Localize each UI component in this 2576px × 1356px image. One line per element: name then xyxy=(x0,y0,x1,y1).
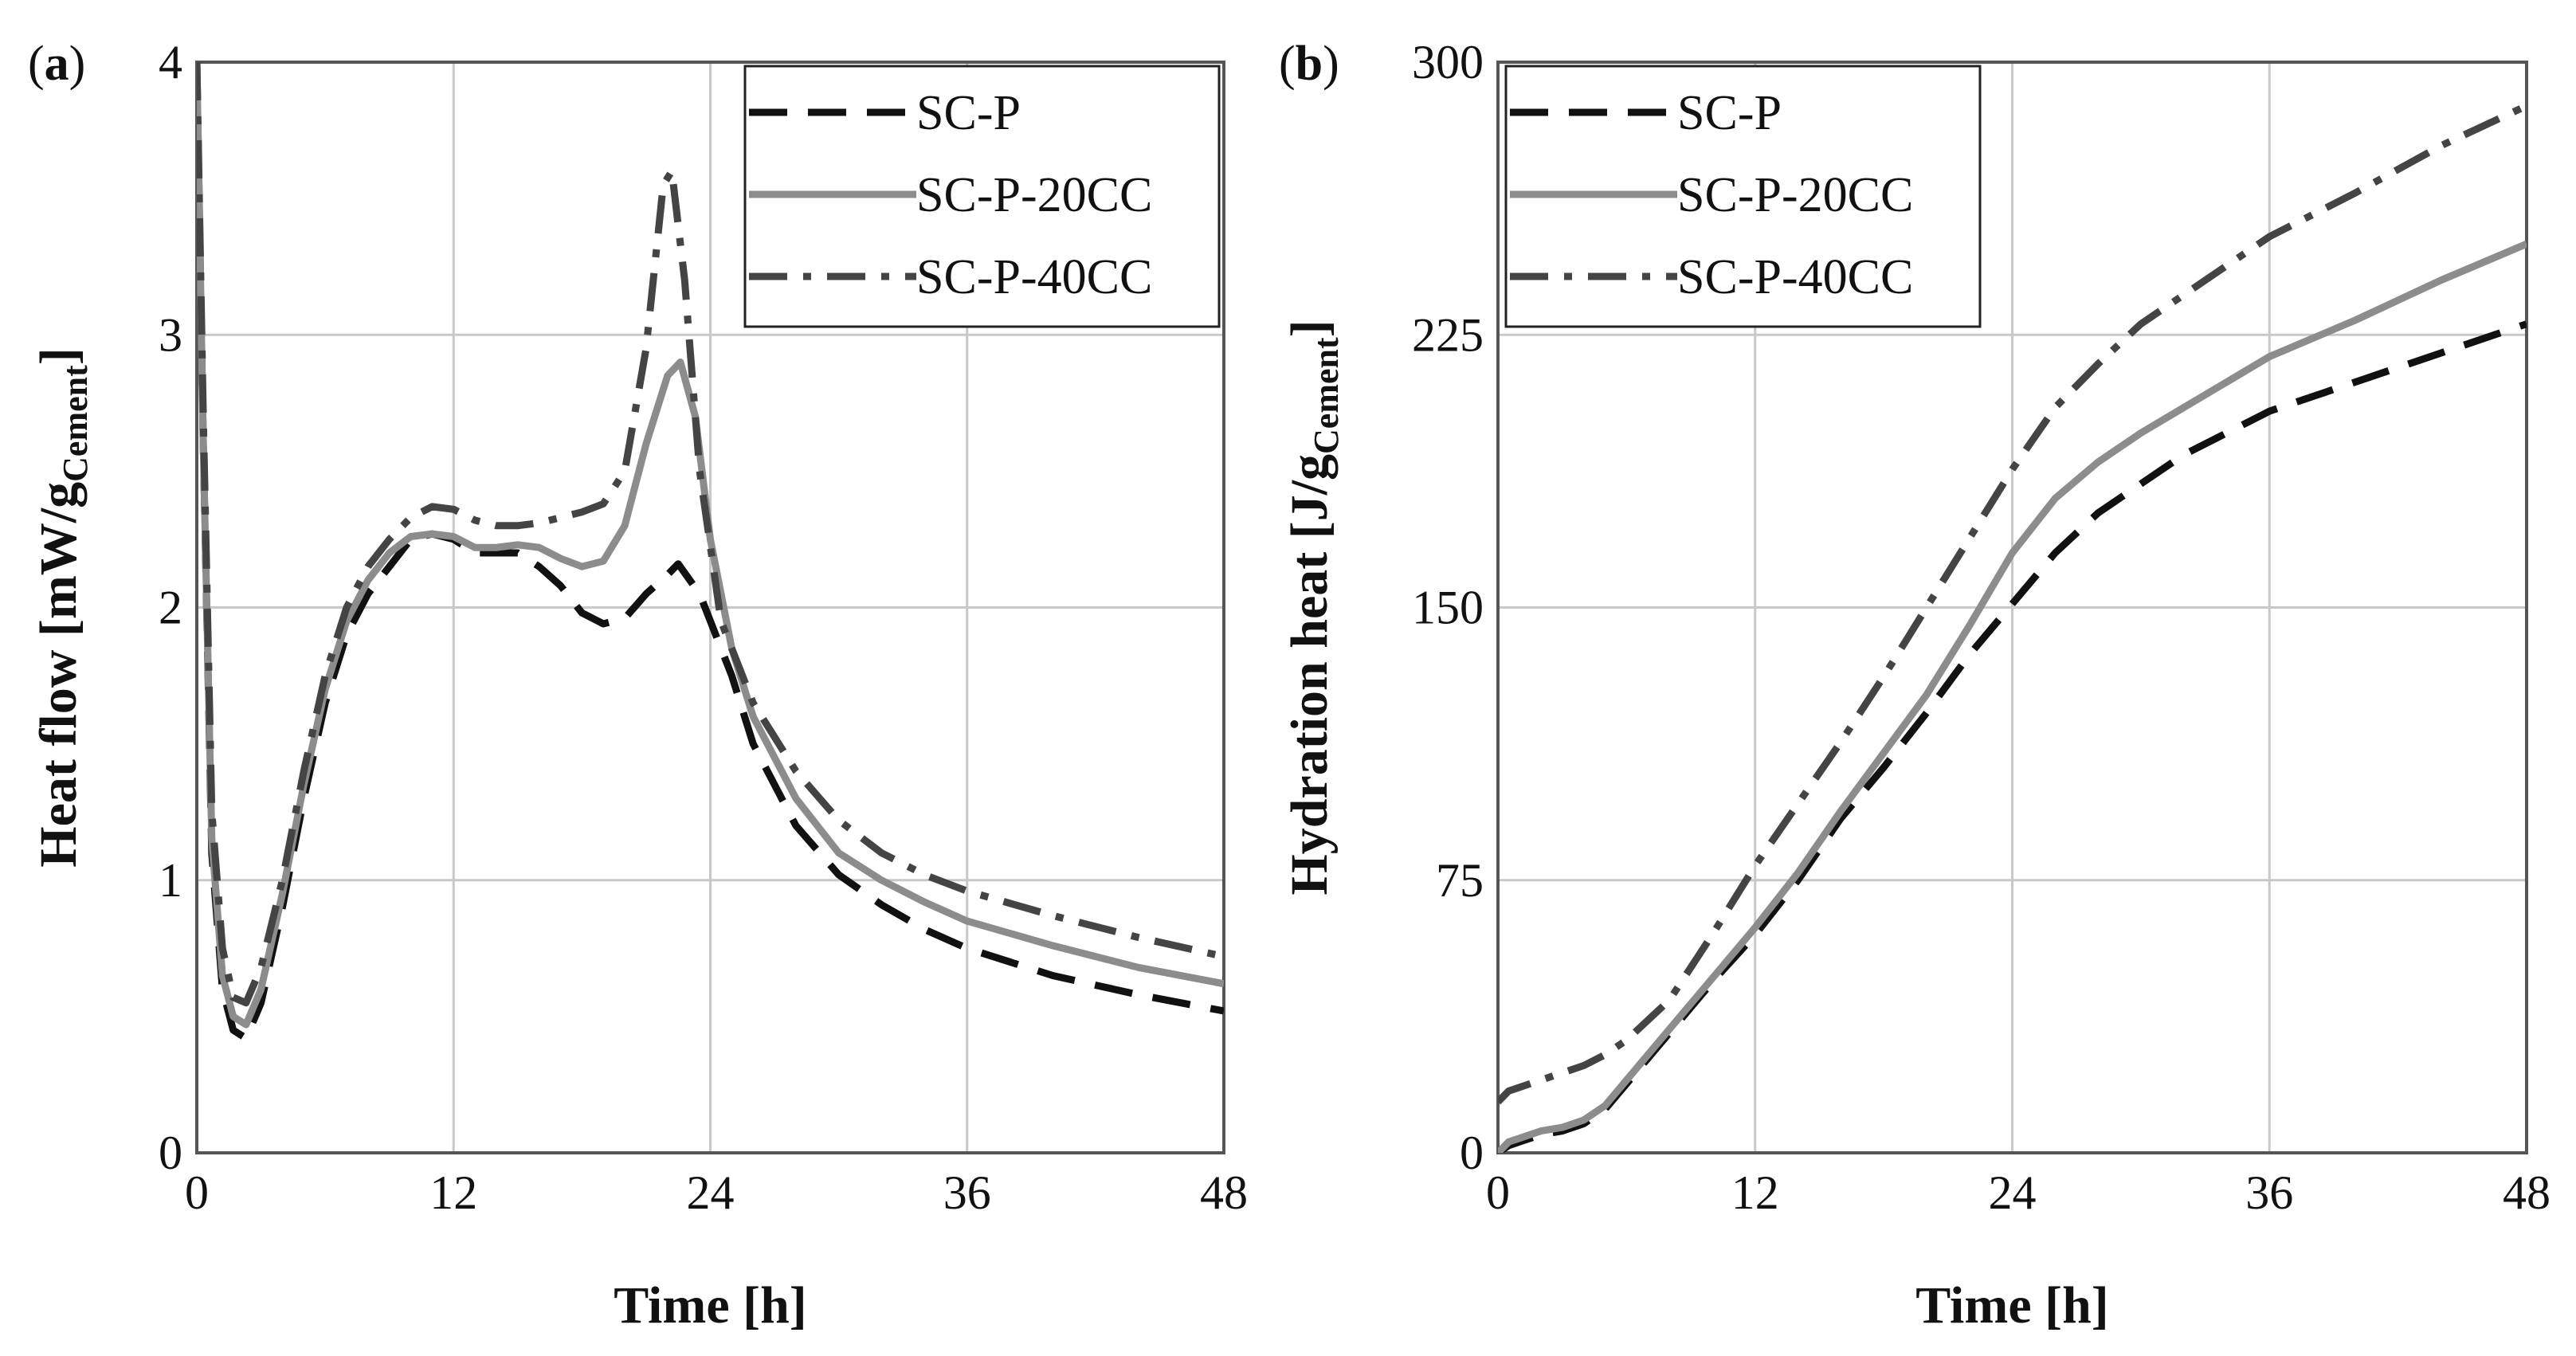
series-line-sc-p-40cc xyxy=(1498,102,2527,1105)
y-axis-title-subscript: Cement xyxy=(1307,337,1346,454)
y-tick-label: 0 xyxy=(1460,1127,1484,1179)
x-tick-label: 0 xyxy=(185,1166,209,1219)
x-tick-label: 48 xyxy=(1200,1166,1248,1219)
x-tick-label: 36 xyxy=(2245,1166,2293,1219)
x-tick-label: 24 xyxy=(1989,1166,2037,1219)
x-axis-title: Time [h] xyxy=(614,1276,807,1334)
legend-label: SC-P-40CC xyxy=(916,250,1152,304)
x-tick-label: 36 xyxy=(943,1166,991,1219)
x-tick-label: 12 xyxy=(429,1166,477,1219)
y-axis-title-close: ] xyxy=(29,347,88,365)
panel-tag: (b) xyxy=(1279,37,1339,91)
x-tick-label: 24 xyxy=(687,1166,735,1219)
plot-frame xyxy=(1496,61,2528,1154)
series-line-sc-p-20cc xyxy=(1498,241,2527,1153)
y-tick-label: 225 xyxy=(1412,308,1484,361)
panel-tag: (a) xyxy=(28,37,85,91)
legend-label: SC-P-20CC xyxy=(916,168,1152,222)
legend-label: SC-P xyxy=(1677,86,1782,140)
legend-label: SC-P-40CC xyxy=(1677,250,1913,304)
y-tick-label: 0 xyxy=(159,1127,182,1179)
y-tick-label: 4 xyxy=(159,36,182,88)
y-tick-label: 300 xyxy=(1412,36,1484,88)
y-axis-title-subscript: Cement xyxy=(56,365,95,482)
series-line-sc-p-40cc xyxy=(197,62,1224,1007)
x-axis-title: Time [h] xyxy=(1915,1276,2109,1334)
series-line-sc-p-20cc xyxy=(197,62,1224,1029)
y-tick-label: 150 xyxy=(1412,582,1484,634)
legend-label: SC-P-20CC xyxy=(1677,168,1913,222)
y-axis-title-close: ] xyxy=(1280,319,1339,337)
x-tick-label: 12 xyxy=(1731,1166,1779,1219)
y-tick-label: 1 xyxy=(159,854,182,907)
legend-label: SC-P xyxy=(916,86,1021,140)
plot-frame xyxy=(195,61,1225,1154)
panel-letter: b xyxy=(1296,37,1323,91)
y-axis-title: Heat flow [mW/gCement] xyxy=(29,347,95,867)
y-tick-label: 75 xyxy=(1436,854,1484,907)
y-axis-title-main: Heat flow [mW/g xyxy=(29,482,88,868)
y-tick-label: 3 xyxy=(159,308,182,361)
panel-letter: a xyxy=(45,37,69,91)
panel-b: 0 12 24 36 48 0 75 150 225 300 (b) Time [h] Hydratio… xyxy=(1279,36,2551,1334)
y-axis-title: Hydration heat [J/gCement] xyxy=(1280,319,1346,895)
y-tick-label: 2 xyxy=(159,582,182,634)
x-tick-label: 0 xyxy=(1486,1166,1510,1219)
y-axis-title-main: Hydration heat [J/g xyxy=(1280,454,1339,896)
x-tick-label: 48 xyxy=(2503,1166,2551,1219)
